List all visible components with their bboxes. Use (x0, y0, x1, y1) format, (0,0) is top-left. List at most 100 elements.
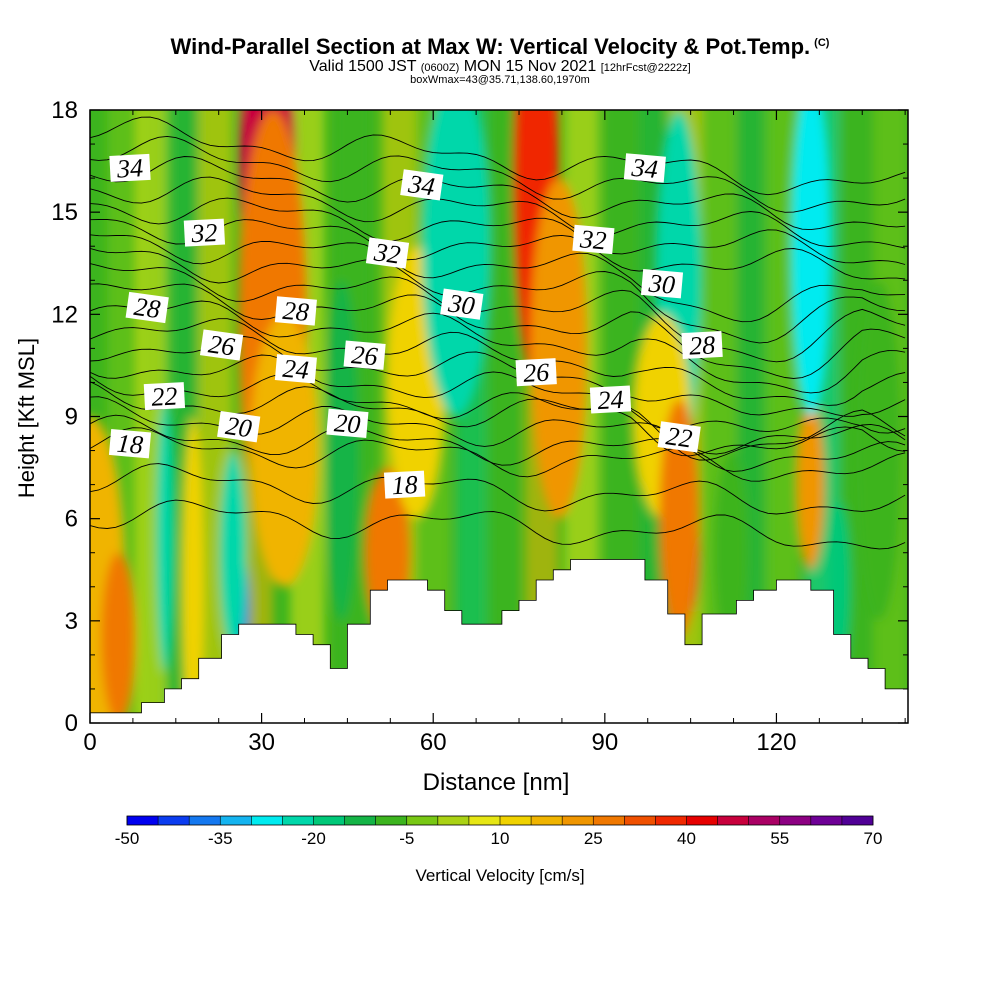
y-axis-label: Height [Kft MSL] (14, 338, 39, 498)
contour-label-text: 30 (446, 288, 477, 320)
field-cell (250, 314, 319, 587)
theta-contour-line (90, 156, 906, 231)
contour-label-box (274, 354, 317, 384)
field-cell (101, 552, 136, 723)
theta-contour-line (90, 176, 906, 249)
contour-label: 32 (572, 224, 615, 255)
contour-label-box (343, 340, 386, 370)
theta-contour-line (90, 234, 906, 323)
contour-label-box (143, 382, 186, 411)
theta-contour-line (90, 197, 906, 265)
field-cell (155, 399, 174, 672)
contour-label-box (681, 330, 723, 360)
colorbar-swatch (655, 816, 687, 825)
field-cell (856, 280, 903, 621)
contour-label-box (183, 218, 226, 247)
colorbar-swatch (810, 816, 843, 825)
contour-label: 30 (640, 269, 684, 300)
contour-label-box (400, 169, 444, 201)
colorbar-tick-label: -50 (115, 829, 140, 848)
colorbar-swatch (344, 816, 376, 825)
contour-label-text: 18 (391, 470, 418, 500)
colorbar-swatch (468, 816, 501, 825)
field-cell (790, 110, 831, 417)
theta-contour-line (90, 499, 906, 550)
colorbar-swatch (189, 816, 221, 825)
contour-label-box (108, 429, 152, 459)
contour-label-box (109, 153, 151, 182)
contour-label-text: 22 (151, 381, 178, 411)
contour-label-text: 26 (350, 340, 378, 371)
colorbar-frame (126, 815, 874, 826)
contour-labels: 18 18 20 20 22 22 24 24 26 26 26 28 28 28 30 30 32 32 32 34… (108, 153, 723, 500)
y-tick-label: 0 (65, 710, 78, 737)
chart-title: Wind-Parallel Section at Max W: Vertical… (0, 36, 1000, 58)
field-cell (530, 178, 588, 519)
contour-label-box (440, 288, 484, 320)
valid-time: Valid 1500 JST (309, 58, 417, 75)
contour-label: 26 (515, 358, 557, 388)
colorbar-swatch (375, 816, 408, 825)
contour-label-text: 20 (224, 411, 254, 443)
contour-label-box (383, 470, 426, 499)
contour-label: 32 (365, 237, 410, 270)
colorbar-tick-label: -5 (399, 829, 414, 848)
contour-label-text: 28 (688, 330, 715, 360)
contour-label-text: 24 (282, 354, 310, 385)
box-info: boxWmax=43@35.71,138.60,1970m (410, 74, 590, 86)
theta-contour-line (90, 318, 906, 406)
title-block: Wind-Parallel Section at Max W: Vertical… (0, 36, 1000, 86)
colorbar-swatch (127, 816, 159, 825)
x-tick-label: 90 (591, 729, 618, 756)
colorbar-tick-label: 55 (770, 829, 789, 848)
colorbar-swatch (686, 816, 718, 825)
contour-label: 22 (143, 381, 186, 412)
theta-contour-line (90, 354, 906, 434)
colorbar-swatch (158, 816, 190, 825)
contour-label-text: 34 (115, 153, 143, 183)
colorbar-swatch (593, 816, 625, 825)
contour-label-text: 22 (664, 421, 694, 453)
x-tick-label: 120 (756, 729, 796, 756)
field-cell (324, 280, 359, 621)
contour-label-box (657, 421, 701, 453)
contour-label-text: 34 (406, 169, 437, 201)
colorbar-tick-label: 40 (677, 829, 696, 848)
contour-label-box (199, 329, 244, 361)
contour-label: 18 (383, 470, 426, 500)
colorbar-tick-label: -20 (301, 829, 326, 848)
colorbar-swatch (251, 816, 283, 825)
theta-contour-line (90, 283, 906, 379)
x-tick-label: 60 (420, 729, 447, 756)
field-cell (421, 110, 491, 417)
contour-label: 20 (217, 411, 261, 443)
contour-label: 20 (326, 408, 369, 439)
colorbar-label: Vertical Velocity [cm/s] (415, 866, 584, 885)
contour-label: 24 (589, 385, 632, 415)
contour-label-text: 32 (372, 237, 403, 269)
theta-contour-line (90, 263, 906, 363)
x-axis-label: Distance [nm] (423, 769, 570, 796)
theta-contour-line (90, 300, 906, 394)
contour-label-box (326, 408, 369, 438)
colorbar-swatch (313, 816, 345, 825)
contour-label-box (217, 411, 261, 443)
y-tick-label: 18 (51, 97, 78, 124)
contour-label: 26 (343, 340, 386, 371)
contour-label-text: 30 (647, 269, 676, 300)
contour-label: 34 (623, 153, 666, 184)
field-cell (796, 399, 826, 570)
field-cell (659, 399, 700, 638)
contour-label: 30 (440, 288, 484, 321)
x-tick-label: 0 (83, 729, 96, 756)
contour-label-text: 28 (282, 296, 310, 327)
contour-label: 22 (657, 421, 701, 454)
contour-label: 28 (681, 330, 723, 361)
contour-label: 26 (199, 329, 244, 362)
contour-label-text: 26 (522, 358, 549, 388)
theta-contour-line (90, 463, 906, 515)
colorbar-tick-label: 10 (491, 829, 510, 848)
valid-utc: (0600Z) (420, 62, 460, 74)
contour-label-box (274, 296, 317, 326)
colorbar-swatch (624, 816, 656, 825)
